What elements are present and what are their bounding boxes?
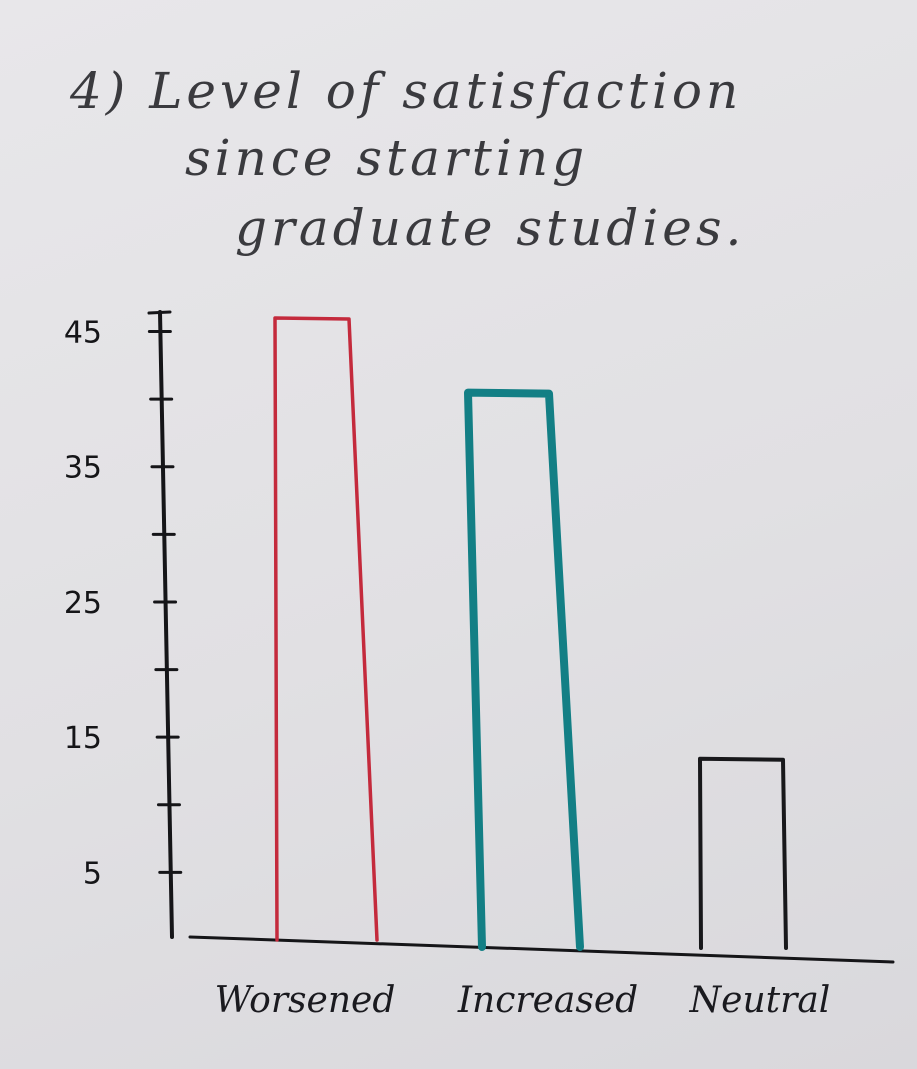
- y-tick-label-25: 25: [64, 586, 102, 621]
- x-axis-line: [188, 935, 895, 964]
- y-tick-label-35: 35: [64, 451, 102, 486]
- bars: [273, 316, 788, 951]
- y-axis-top-cap: [147, 310, 172, 315]
- axes: [147, 310, 895, 964]
- y-tick-label-45: 45: [64, 316, 102, 351]
- x-category-label-worsened: Worsened: [215, 980, 396, 1021]
- chart-title: 4) Level of satisfaction since starting …: [69, 62, 745, 257]
- bar-neutral: [698, 756, 788, 950]
- x-category-label-neutral: Neutral: [689, 980, 831, 1021]
- bar-worsened: [273, 316, 379, 942]
- x-category-label-increased: Increased: [457, 980, 638, 1021]
- title-line-3: graduate studies.: [235, 199, 745, 257]
- title-line-2: since starting: [185, 129, 588, 187]
- bar-increased: [464, 388, 584, 951]
- y-ticks: 5 15 25 35 45: [64, 316, 183, 891]
- y-tick-label-5: 5: [83, 856, 102, 891]
- y-tick-label-15: 15: [64, 721, 102, 756]
- title-line-1: 4) Level of satisfaction: [69, 62, 742, 120]
- x-category-labels: Worsened Increased Neutral: [215, 980, 831, 1021]
- y-axis-line: [158, 310, 174, 939]
